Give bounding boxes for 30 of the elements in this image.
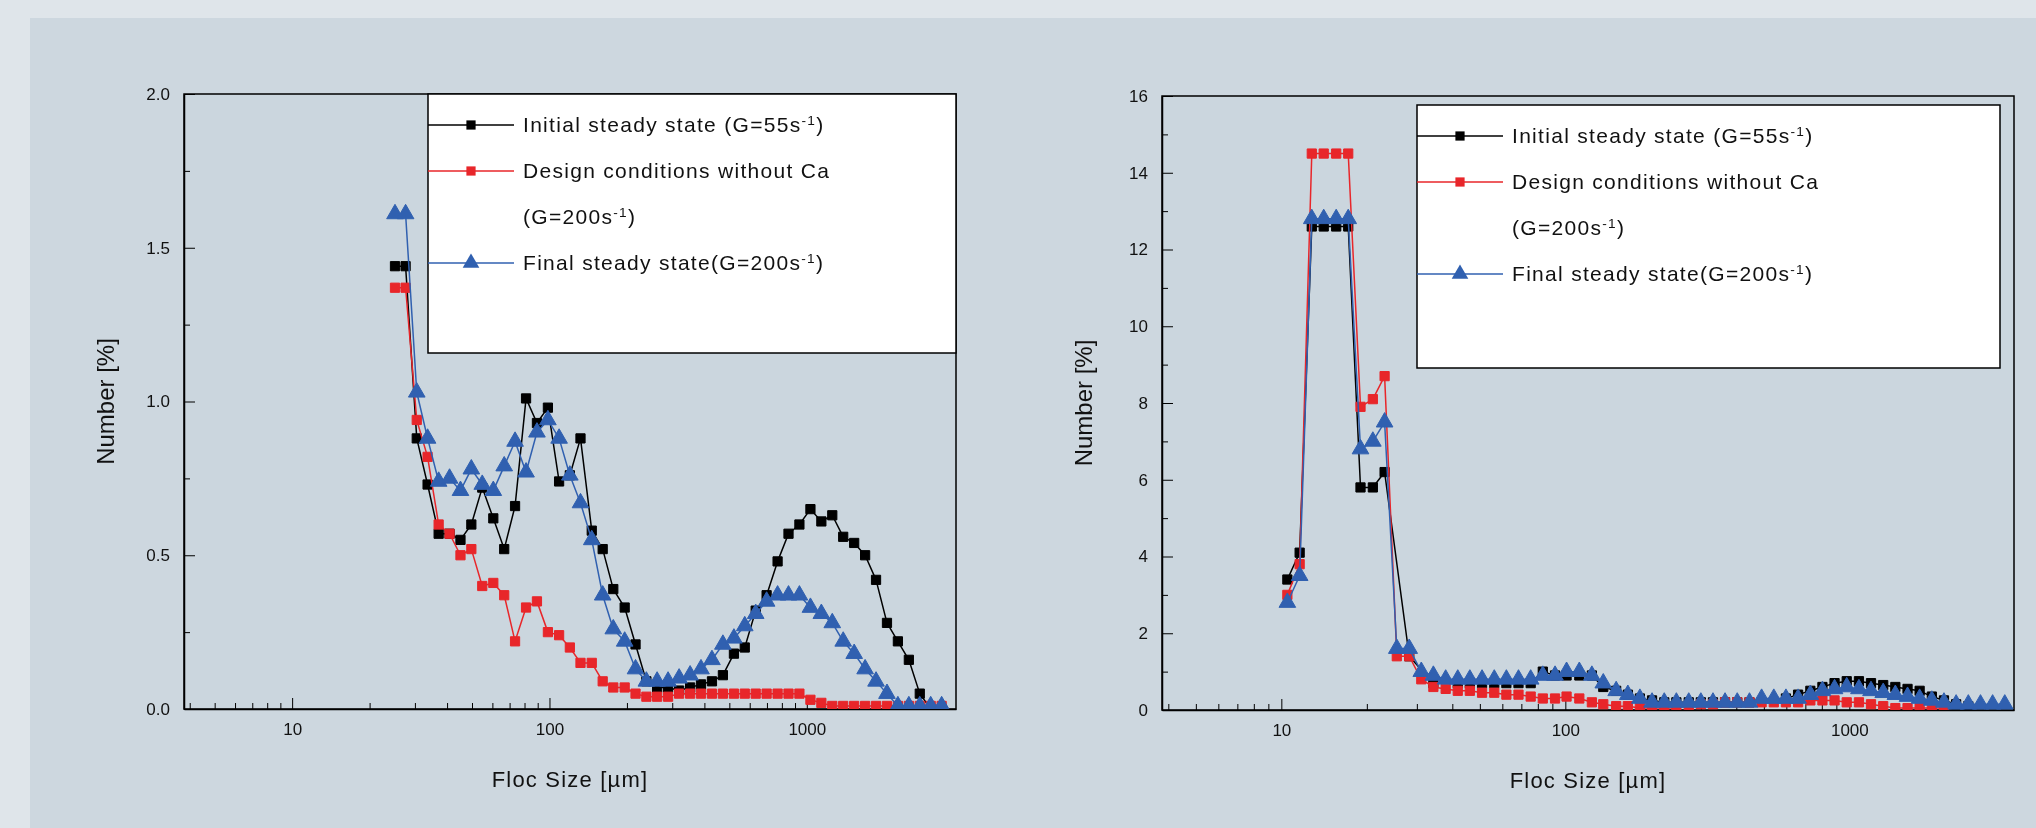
y-tick-label: 1.5 <box>146 238 170 258</box>
y-tick-label: 0 <box>1138 700 1148 720</box>
x-tick-label: 10 <box>283 720 303 740</box>
y-tick-label: 0.0 <box>146 699 170 719</box>
x-axis-title: Floc Size [µm] <box>491 767 649 792</box>
y-tick-label: 1.0 <box>146 392 170 412</box>
y-tick-label: 2.0 <box>146 84 170 104</box>
legend-label: Design conditions without Ca (G=200s$^{-1}$) <box>1512 170 1820 239</box>
y-tick-label: 6 <box>1138 470 1148 490</box>
x-axis-title: Floc Size [µm] <box>1509 768 1667 793</box>
legend-label: Design conditions without Ca (G=200s$^{-1}$) <box>523 159 831 228</box>
y-tick-label: 0.5 <box>146 546 170 566</box>
x-tick-label: 1000 <box>1830 721 1869 741</box>
y-tick-label: 4 <box>1138 547 1148 567</box>
x-tick-label: 10 <box>1272 721 1292 741</box>
y-tick-label: 2 <box>1138 624 1148 644</box>
legend-label: Initial steady state (G=55s$^{-1}$) <box>1512 123 1814 147</box>
x-tick-label: 100 <box>535 720 565 740</box>
y-tick-label: 10 <box>1129 317 1148 337</box>
legend-label: Final steady state(G=200s$^{-1}$) <box>1512 261 1814 285</box>
x-tick-label: 1000 <box>788 720 827 740</box>
legend-label: Initial steady state (G=55s$^{-1}$) <box>523 112 825 136</box>
y-tick-label: 16 <box>1129 86 1148 106</box>
y-tick-label: 8 <box>1138 393 1148 413</box>
y-axis-title: Number [%] <box>92 338 119 465</box>
y-tick-label: 14 <box>1129 163 1148 183</box>
legend-label: Final steady state(G=200s$^{-1}$) <box>523 250 825 274</box>
y-tick-label: 12 <box>1129 240 1148 260</box>
x-tick-label: 100 <box>1551 721 1581 741</box>
y-axis-title: Number [%] <box>1070 339 1097 467</box>
